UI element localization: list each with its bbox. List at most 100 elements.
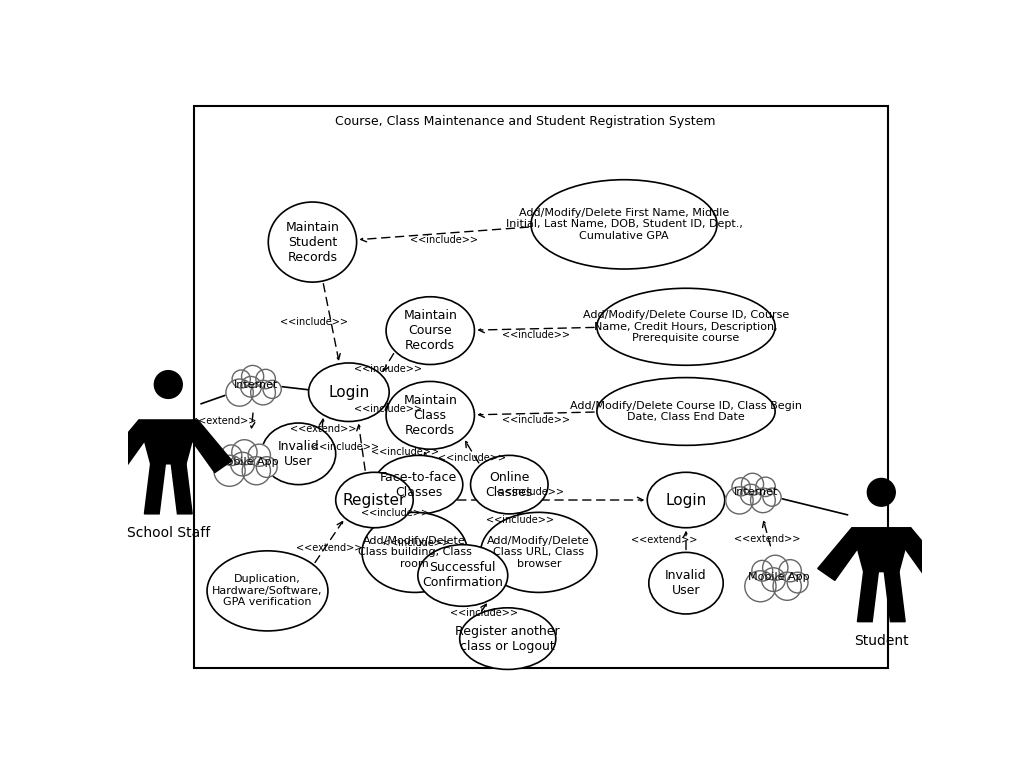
Ellipse shape: [207, 551, 328, 631]
Polygon shape: [144, 464, 165, 514]
Text: Duplication,
Hardware/Software,
GPA verification: Duplication, Hardware/Software, GPA veri…: [212, 574, 323, 607]
Polygon shape: [171, 464, 193, 514]
Circle shape: [230, 452, 254, 476]
Circle shape: [752, 561, 773, 581]
Ellipse shape: [480, 512, 597, 592]
Text: School Staff: School Staff: [127, 526, 210, 540]
Text: Face-to-face
Classes: Face-to-face Classes: [380, 470, 458, 499]
Text: <<include>>: <<include>>: [486, 515, 554, 525]
Text: Successful
Confirmation: Successful Confirmation: [422, 561, 503, 590]
Text: Add/Modify/Delete
Class URL, Class
browser: Add/Modify/Delete Class URL, Class brows…: [487, 535, 590, 569]
Text: Student: Student: [854, 634, 908, 648]
Circle shape: [763, 555, 787, 581]
Polygon shape: [902, 528, 945, 581]
Text: <<include>>: <<include>>: [502, 330, 569, 340]
Ellipse shape: [460, 607, 556, 669]
Circle shape: [214, 455, 245, 486]
Text: <<include>>: <<include>>: [281, 317, 348, 327]
Polygon shape: [189, 420, 231, 473]
Circle shape: [226, 379, 253, 406]
Ellipse shape: [268, 202, 356, 282]
Circle shape: [744, 571, 776, 602]
Text: Internet: Internet: [733, 487, 778, 497]
Text: <<include>>: <<include>>: [361, 508, 429, 518]
Circle shape: [756, 477, 775, 496]
Text: Add/Modify/Delete First Name, Middle
Initial, Last Name, DOB, Student ID, Dept.,: Add/Modify/Delete First Name, Middle Ini…: [506, 208, 742, 241]
Polygon shape: [139, 420, 198, 464]
Circle shape: [155, 371, 182, 398]
Text: Login: Login: [666, 493, 707, 508]
Circle shape: [231, 440, 257, 465]
Circle shape: [256, 369, 275, 388]
Polygon shape: [818, 528, 860, 581]
Circle shape: [773, 572, 802, 601]
Text: <<include>>: <<include>>: [502, 414, 569, 424]
Text: Mobile App: Mobile App: [217, 457, 279, 466]
Text: Internet: Internet: [233, 379, 279, 390]
Text: <<extend>>: <<extend>>: [189, 416, 256, 426]
Text: <<extend>>: <<extend>>: [734, 534, 800, 544]
Ellipse shape: [649, 552, 723, 614]
Circle shape: [256, 457, 278, 477]
Ellipse shape: [362, 512, 467, 592]
Circle shape: [726, 487, 753, 514]
Circle shape: [867, 479, 895, 506]
Ellipse shape: [647, 473, 725, 528]
Text: Online
Classes: Online Classes: [485, 470, 532, 499]
Circle shape: [242, 365, 264, 388]
Circle shape: [732, 478, 751, 496]
Circle shape: [251, 380, 275, 405]
Ellipse shape: [471, 455, 548, 514]
Text: <<include>>: <<include>>: [410, 234, 478, 244]
Circle shape: [762, 568, 785, 591]
Polygon shape: [104, 420, 147, 473]
Circle shape: [763, 488, 781, 506]
Text: Register: Register: [343, 493, 407, 508]
Text: <<include>>: <<include>>: [382, 538, 451, 548]
Bar: [194, 106, 888, 668]
Ellipse shape: [418, 545, 508, 606]
Text: Invalid
User: Invalid User: [666, 569, 707, 597]
Ellipse shape: [597, 378, 775, 445]
Ellipse shape: [531, 180, 717, 269]
Ellipse shape: [308, 363, 389, 421]
Text: Maintain
Student
Records: Maintain Student Records: [286, 221, 339, 264]
Ellipse shape: [597, 288, 775, 365]
Text: <<extend>>: <<extend>>: [631, 535, 697, 545]
Text: Mobile App: Mobile App: [749, 572, 810, 582]
Circle shape: [263, 380, 282, 398]
Text: <<extend>>: <<extend>>: [296, 542, 362, 552]
Ellipse shape: [375, 455, 463, 514]
Circle shape: [787, 572, 808, 593]
Ellipse shape: [336, 473, 414, 528]
Text: <<include>>: <<include>>: [497, 487, 564, 497]
Text: Add/Modify/Delete Course ID, Class Begin
Date, Class End Date: Add/Modify/Delete Course ID, Class Begin…: [570, 401, 802, 422]
Circle shape: [740, 484, 761, 505]
Text: Add/Modify/Delete Course ID, Course
Name, Credit Hours, Description,
Prerequisit: Add/Modify/Delete Course ID, Course Name…: [583, 310, 790, 343]
Text: Maintain
Course
Records: Maintain Course Records: [403, 309, 457, 352]
Polygon shape: [885, 571, 905, 622]
Text: Register another
class or Logout: Register another class or Logout: [456, 624, 560, 653]
Circle shape: [221, 445, 242, 466]
Text: <<include>>: <<include>>: [311, 442, 379, 452]
Circle shape: [232, 370, 250, 388]
Text: Course, Class Maintenance and Student Registration System: Course, Class Maintenance and Student Re…: [335, 115, 715, 128]
Text: Invalid
User: Invalid User: [278, 440, 319, 468]
Text: <<include>>: <<include>>: [353, 404, 422, 414]
Text: <<include>>: <<include>>: [451, 608, 518, 618]
Text: <<include>>: <<include>>: [354, 364, 422, 374]
Text: Maintain
Class
Records: Maintain Class Records: [403, 394, 457, 437]
Circle shape: [248, 444, 270, 466]
Ellipse shape: [386, 296, 474, 365]
Ellipse shape: [386, 381, 474, 449]
Text: <<include>>: <<include>>: [438, 453, 506, 463]
Circle shape: [779, 560, 802, 582]
Ellipse shape: [261, 423, 336, 485]
Text: <<include>>: <<include>>: [371, 447, 439, 457]
Text: Login: Login: [329, 385, 370, 400]
Circle shape: [741, 473, 764, 496]
Circle shape: [751, 488, 775, 512]
Circle shape: [242, 457, 270, 485]
Polygon shape: [852, 528, 910, 571]
Polygon shape: [857, 571, 879, 622]
